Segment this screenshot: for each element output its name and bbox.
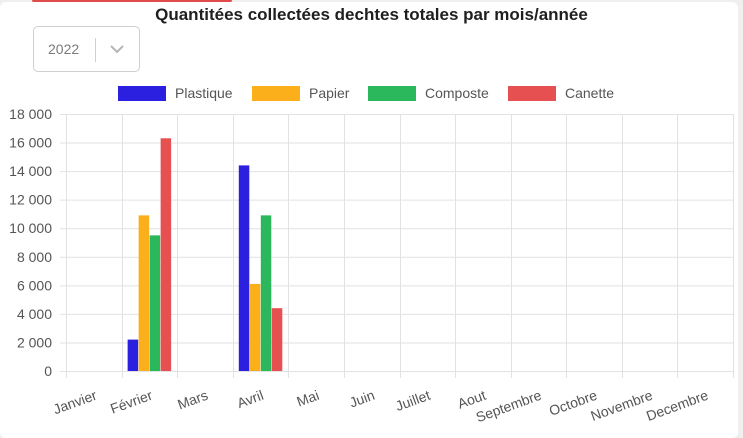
legend-label[interactable]: Plastique	[175, 85, 233, 101]
y-tick-label: 16 000	[9, 135, 52, 151]
y-tick-label: 0	[44, 363, 52, 379]
x-tick-label: Février	[108, 387, 155, 417]
x-tick-label: Novembre	[588, 387, 654, 424]
y-tick-label: 10 000	[9, 220, 52, 236]
legend-swatch[interactable]	[252, 86, 300, 101]
x-tick-label: Avril	[235, 387, 266, 411]
top-accent-bar	[32, 0, 232, 3]
y-tick-label: 8 000	[17, 249, 52, 265]
y-axis: 0 2 000 4 000 6 000 8 000 10 000 12 000 14 000 1…	[9, 106, 52, 379]
year-select-value: 2022	[48, 41, 80, 57]
legend-swatch[interactable]	[508, 86, 556, 101]
legend-label[interactable]: Composte	[425, 85, 489, 101]
chevron-down-icon[interactable]	[109, 43, 125, 55]
bar-composte[interactable]	[149, 235, 161, 371]
legend-swatch[interactable]	[118, 86, 166, 101]
y-tick-label: 12 000	[9, 192, 52, 208]
year-select[interactable]: 2022	[33, 26, 140, 72]
legend-label[interactable]: Papier	[309, 85, 350, 101]
chart-bars	[127, 138, 283, 371]
bar-canette[interactable]	[271, 308, 283, 371]
bar-plastique[interactable]	[127, 339, 139, 371]
x-axis: Janvier Février Mars Avril Mai Juin Juillet Aou…	[51, 387, 710, 426]
x-tick-label: Juin	[347, 387, 377, 411]
y-tick-label: 14 000	[9, 163, 52, 179]
bar-plastique[interactable]	[238, 165, 250, 371]
chart-grid	[60, 114, 734, 378]
select-separator	[95, 38, 96, 62]
legend-label[interactable]: Canette	[565, 85, 614, 101]
chart-legend: Plastique Papier Composte Canette	[118, 85, 614, 101]
chart-title: Quantitées collectées dechtes totales pa…	[155, 5, 588, 24]
x-tick-label: Mai	[294, 387, 321, 410]
bar-papier[interactable]	[138, 215, 150, 371]
bar-composte[interactable]	[260, 215, 272, 371]
y-tick-label: 18 000	[9, 106, 52, 122]
bar-canette[interactable]	[160, 138, 172, 371]
bar-papier[interactable]	[249, 283, 261, 371]
y-tick-label: 6 000	[17, 277, 52, 293]
y-tick-label: 4 000	[17, 306, 52, 322]
legend-swatch[interactable]	[368, 86, 416, 101]
x-tick-label: Decembre	[644, 387, 710, 424]
x-tick-label: Janvier	[51, 387, 99, 418]
x-tick-label: Juillet	[393, 387, 432, 414]
x-tick-label: Mars	[175, 387, 210, 413]
y-tick-label: 2 000	[17, 334, 52, 350]
